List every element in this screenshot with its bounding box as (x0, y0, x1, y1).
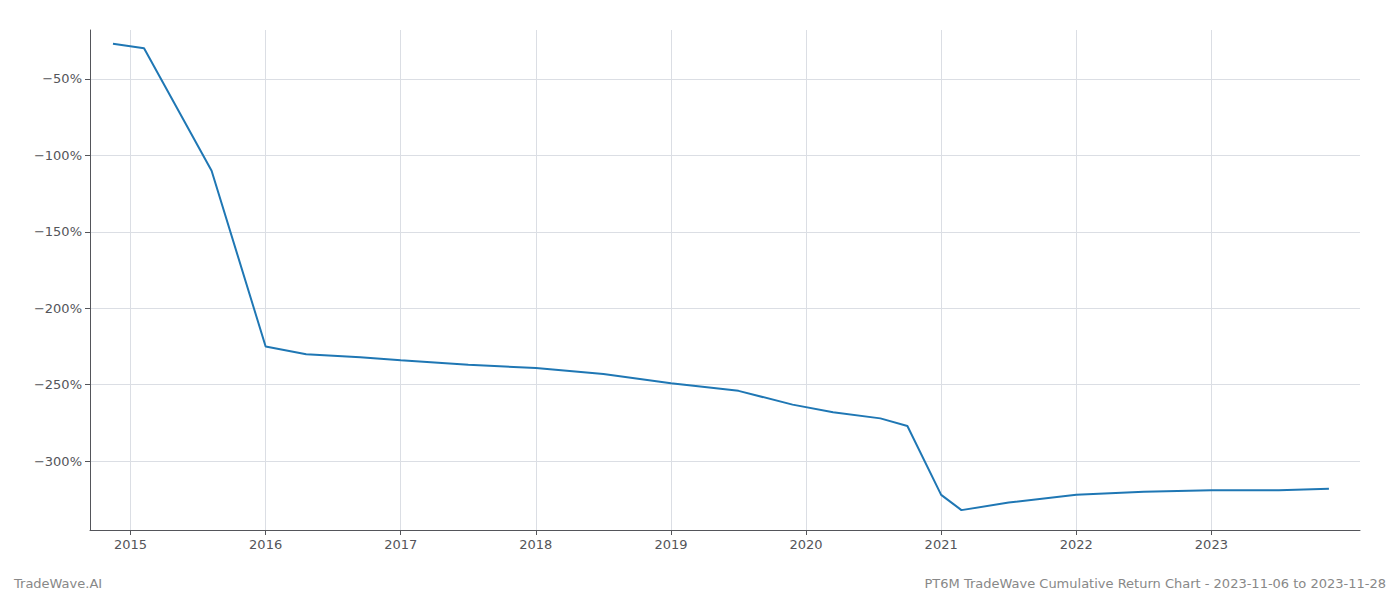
svg-text:−250%: −250% (34, 377, 82, 392)
svg-text:TradeWave.AI: TradeWave.AI (13, 576, 102, 591)
svg-text:2022: 2022 (1060, 537, 1093, 552)
svg-text:2018: 2018 (519, 537, 552, 552)
svg-text:−300%: −300% (34, 454, 82, 469)
svg-text:PT6M TradeWave Cumulative Retu: PT6M TradeWave Cumulative Return Chart -… (925, 576, 1387, 591)
svg-text:2015: 2015 (114, 537, 147, 552)
svg-text:2019: 2019 (654, 537, 687, 552)
svg-text:2020: 2020 (790, 537, 823, 552)
svg-text:−50%: −50% (42, 71, 82, 86)
svg-text:2016: 2016 (249, 537, 282, 552)
svg-text:−100%: −100% (34, 148, 82, 163)
svg-text:2021: 2021 (925, 537, 958, 552)
svg-text:−150%: −150% (34, 224, 82, 239)
svg-text:−200%: −200% (34, 301, 82, 316)
svg-text:2017: 2017 (384, 537, 417, 552)
svg-text:2023: 2023 (1195, 537, 1228, 552)
